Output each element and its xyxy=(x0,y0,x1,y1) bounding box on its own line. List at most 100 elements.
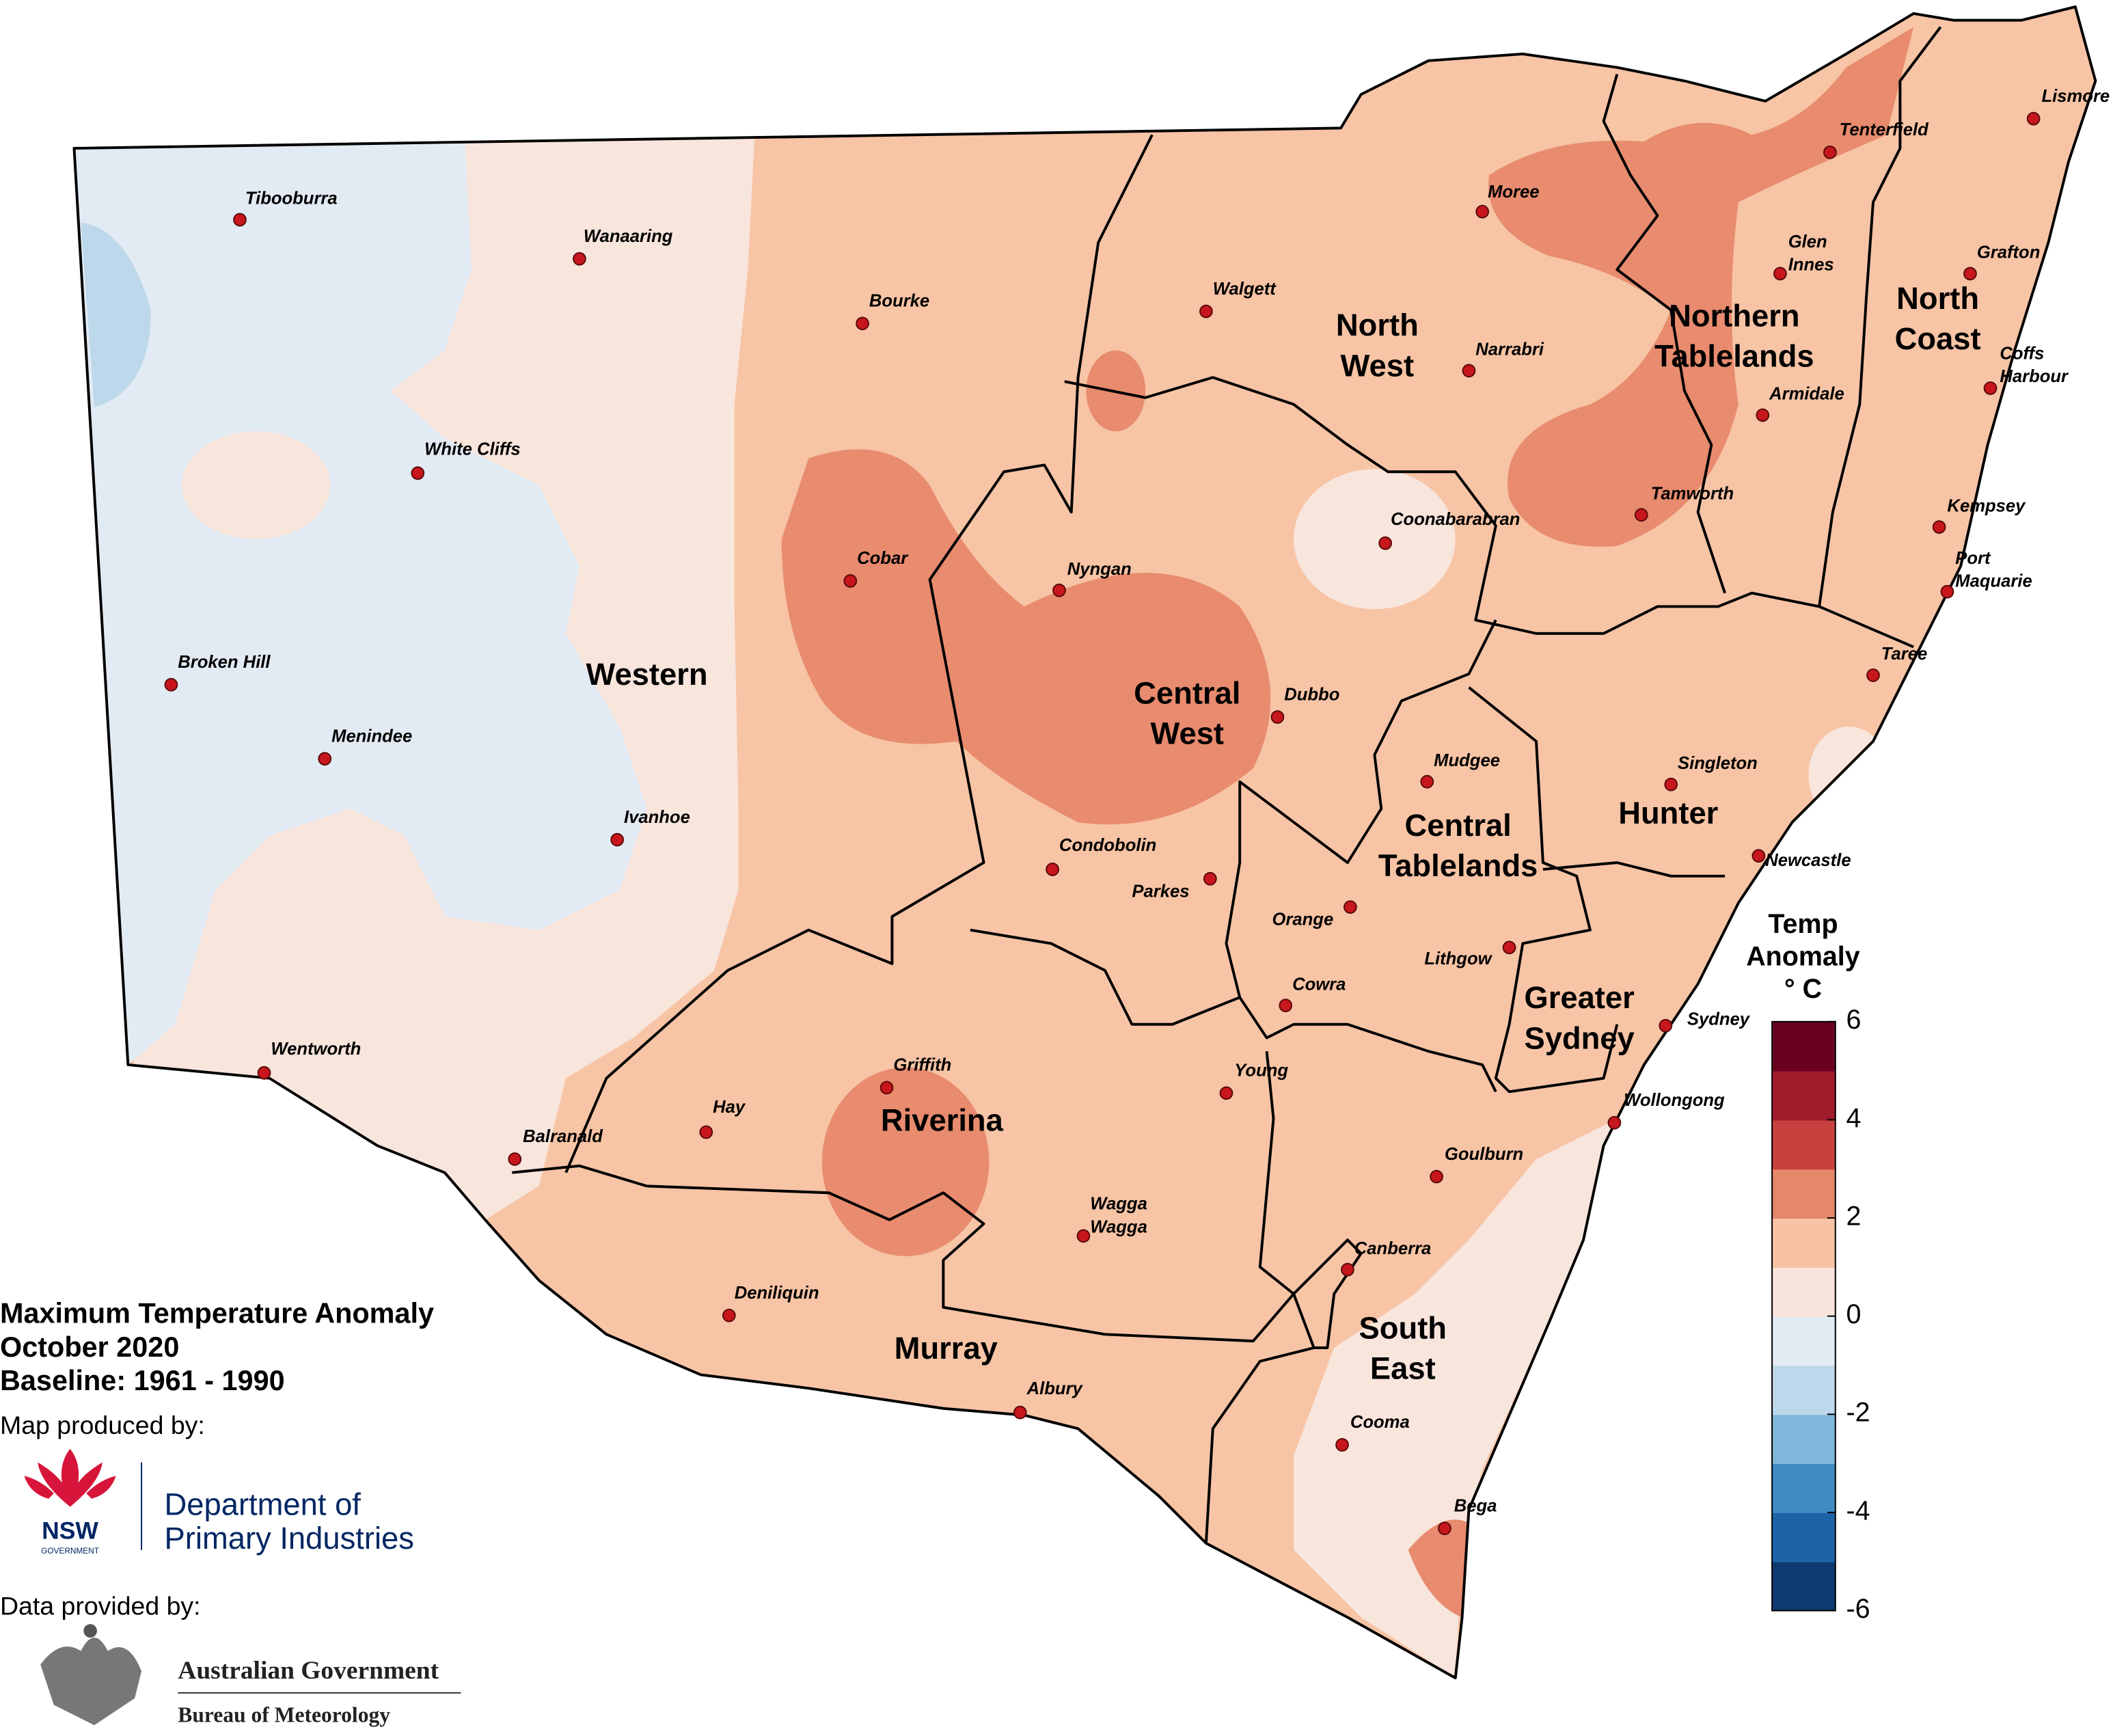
region-label: West xyxy=(1151,716,1225,751)
town-marker xyxy=(257,1066,271,1080)
town-marker xyxy=(1983,381,1998,395)
town-marker xyxy=(1756,408,1770,422)
colorbar-band xyxy=(1772,1120,1836,1170)
town-label: Orange xyxy=(1272,910,1334,930)
town-label: Tibooburra xyxy=(245,189,338,208)
town-marker xyxy=(1932,520,1946,534)
town-label: Dubbo xyxy=(1284,685,1339,704)
colorbar-tick-label: -6 xyxy=(1846,1594,1870,1624)
town-marker xyxy=(1659,1018,1673,1033)
town-label: Broken Hill xyxy=(178,653,271,672)
town-label: Griffith xyxy=(893,1056,951,1075)
town-label: Parkes xyxy=(1132,882,1189,901)
colorbar-tick-label: -2 xyxy=(1846,1398,1870,1428)
town-label: Mudgee xyxy=(1434,751,1500,770)
bom-name: Bureau of Meteorology xyxy=(178,1703,390,1727)
town-label: Harbour xyxy=(2000,367,2069,386)
town-label: Lithgow xyxy=(1424,949,1492,968)
town-label: Tenterfield xyxy=(1840,120,1929,139)
town-label: Goulburn xyxy=(1445,1145,1523,1164)
region-label: West xyxy=(1341,348,1415,383)
colorbar-band xyxy=(1772,1218,1836,1268)
town-label: Grafton xyxy=(1977,243,2041,262)
colorbar-band xyxy=(1772,1512,1836,1562)
town-label: White Cliffs xyxy=(424,439,520,459)
town-label: Kempsey xyxy=(1947,496,2026,515)
town-label: Bega xyxy=(1454,1496,1497,1515)
region-borders xyxy=(72,5,2097,1680)
colorbar-tick-label: 0 xyxy=(1846,1299,1862,1329)
town-marker xyxy=(164,677,178,692)
town-marker xyxy=(699,1125,713,1139)
town-label: Nyngan xyxy=(1067,560,1132,579)
town-marker xyxy=(1199,304,1213,318)
town-marker xyxy=(1052,583,1066,597)
town-marker xyxy=(856,316,869,331)
town-label: Cobar xyxy=(857,549,909,568)
town-marker xyxy=(1013,1405,1027,1420)
town-label: Wentworth xyxy=(271,1040,361,1059)
town-label: Albury xyxy=(1026,1379,1084,1398)
town-label: Balranald xyxy=(523,1127,603,1146)
colorbar-band xyxy=(1772,1021,1836,1072)
town-label: Tamworth xyxy=(1651,485,1734,504)
town-marker xyxy=(1475,204,1489,219)
town-label: Coonabarabran xyxy=(1391,510,1520,529)
town-marker xyxy=(1634,508,1648,522)
region-label: North xyxy=(1336,308,1419,342)
colorbar-band xyxy=(1772,1169,1836,1219)
colorbar-band xyxy=(1772,1316,1836,1366)
colorbar-band xyxy=(1772,1266,1836,1317)
town-label: Taree xyxy=(1881,645,1927,664)
colorbar-title: ° C xyxy=(1784,974,1822,1004)
region-labels: Western North West Northern Tablelands North C… xyxy=(586,281,1980,1386)
town-marker xyxy=(1341,1262,1354,1277)
town-label: Ivanhoe xyxy=(624,808,690,827)
town-marker xyxy=(722,1308,736,1323)
colorbar-band xyxy=(1772,1365,1836,1415)
region-label: Central xyxy=(1405,808,1512,843)
town-marker xyxy=(1462,364,1476,378)
region-label: Tablelands xyxy=(1378,848,1538,883)
town-label: Wagga xyxy=(1090,1217,1147,1236)
region-label: Riverina xyxy=(881,1103,1004,1138)
town-label: Hay xyxy=(713,1098,746,1117)
town-marker xyxy=(1046,863,1059,876)
town-label: Armidale xyxy=(1769,385,1844,404)
town-marker xyxy=(1335,1438,1349,1452)
town-label: Bourke xyxy=(869,292,929,311)
title-line: Baseline: 1961 - 1990 xyxy=(0,1365,285,1396)
department-name: Department of xyxy=(165,1487,362,1522)
town-label: Glen xyxy=(1788,232,1827,252)
region-label: Central xyxy=(1134,676,1240,711)
town-label: Innes xyxy=(1788,255,1834,274)
nsw-logo xyxy=(24,1448,143,1550)
town-label: Moree xyxy=(1488,182,1539,202)
colorbar-tick-label: -4 xyxy=(1846,1495,1870,1525)
colorbar-band xyxy=(1772,1070,1836,1121)
nsw-logo-text: NSW xyxy=(42,1517,98,1545)
town-marker xyxy=(1420,774,1434,789)
colorbar-tick-label: 4 xyxy=(1846,1103,1862,1133)
town-marker xyxy=(1378,536,1393,550)
region-label: East xyxy=(1370,1351,1436,1386)
town-marker xyxy=(1430,1169,1443,1184)
town-label: Menindee xyxy=(331,727,412,746)
region-label: South xyxy=(1359,1310,1447,1345)
town-label: Condobolin xyxy=(1059,836,1156,855)
town-marker xyxy=(843,574,858,588)
town-marker xyxy=(1076,1229,1091,1243)
town-marker xyxy=(610,832,625,847)
town-marker xyxy=(1823,146,1837,159)
town-label: Sydney xyxy=(1687,1010,1751,1029)
town-marker xyxy=(318,752,332,766)
colorbar-tick-label: 6 xyxy=(1846,1005,1862,1035)
town-marker xyxy=(1963,267,1977,281)
town-marker xyxy=(1270,710,1285,724)
region-label: Murray xyxy=(895,1331,998,1366)
region-label: Hunter xyxy=(1618,796,1718,830)
town-marker xyxy=(1664,777,1678,791)
town-label: Cooma xyxy=(1350,1413,1410,1432)
